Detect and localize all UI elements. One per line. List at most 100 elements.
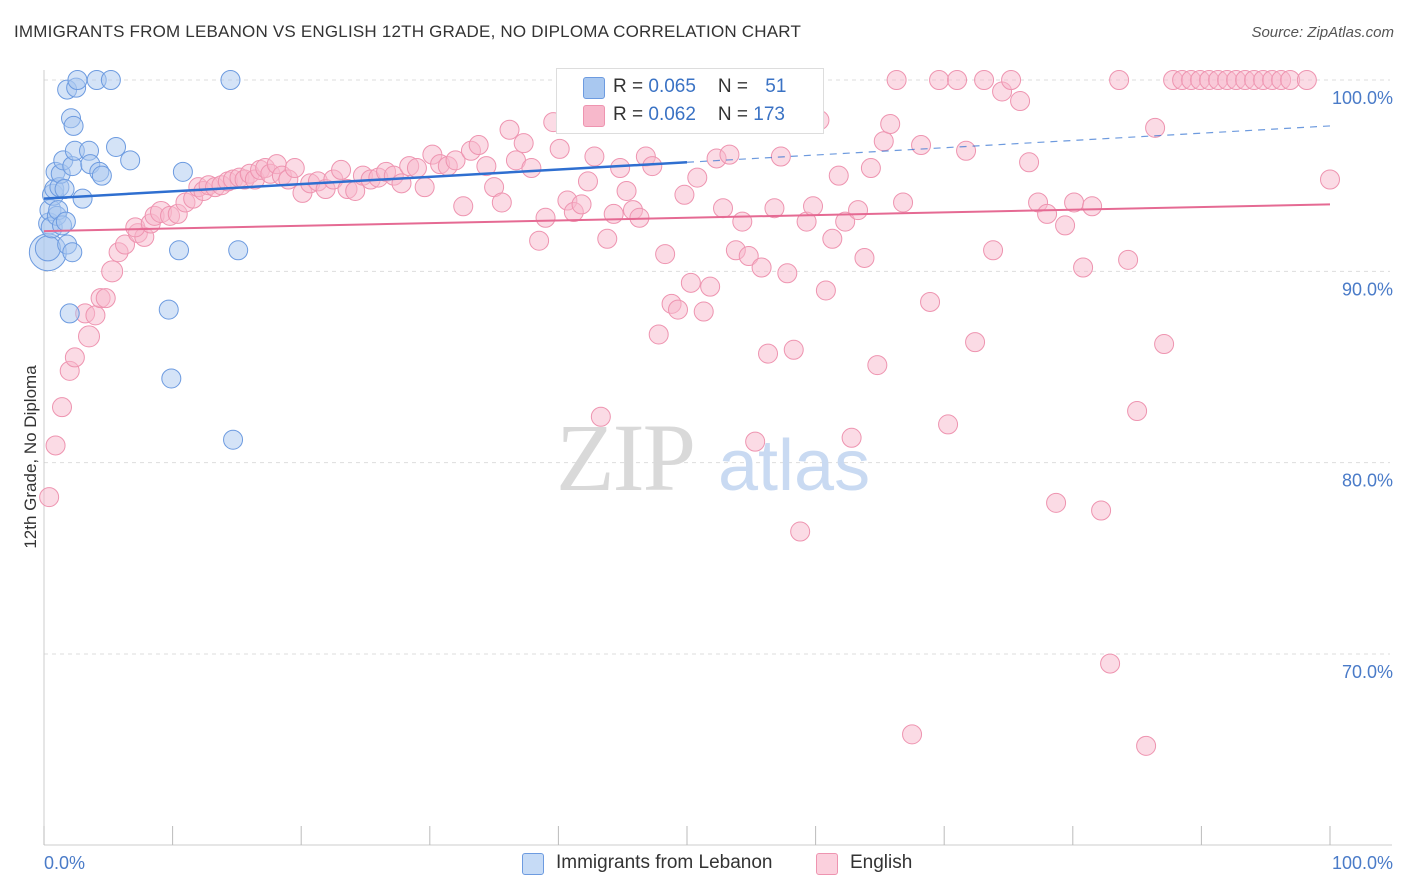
legend-n-value: 51	[765, 76, 787, 97]
english-point	[101, 260, 124, 283]
english-point	[938, 414, 959, 435]
english-point	[732, 211, 753, 232]
english-point	[956, 140, 977, 161]
english-point	[529, 230, 550, 251]
lebanon-point	[161, 368, 182, 389]
english-point	[751, 257, 772, 278]
english-point	[597, 228, 618, 249]
lebanon-point	[91, 165, 112, 186]
english-point	[468, 135, 489, 156]
english-point	[965, 332, 986, 353]
english-point	[648, 324, 669, 345]
lebanon-point	[120, 150, 141, 171]
english-point	[655, 244, 676, 265]
legend-n-label: N =	[717, 76, 754, 97]
english-point	[1100, 653, 1121, 674]
english-point	[867, 355, 888, 376]
english-point	[64, 347, 85, 368]
english-point	[584, 146, 605, 167]
legend-r-label: R =	[613, 76, 649, 97]
english-point	[491, 192, 512, 213]
english-point	[610, 158, 631, 179]
english-point	[115, 234, 136, 255]
english-point	[1073, 257, 1094, 278]
chart-title: IMMIGRANTS FROM LEBANON VS ENGLISH 12TH …	[14, 22, 802, 41]
english-point	[577, 171, 598, 192]
english-point	[974, 70, 995, 90]
english-point	[406, 158, 427, 179]
english-trend-line	[43, 203, 1331, 233]
source-label: Source: ZipAtlas.com	[1251, 24, 1394, 41]
english-point	[790, 521, 811, 542]
legend-r-value: 0.065	[648, 76, 696, 97]
english-point	[1037, 203, 1058, 224]
bottom-legend-swatch-pink	[816, 853, 838, 875]
english-point	[687, 167, 708, 188]
english-point	[1118, 249, 1139, 270]
english-point	[738, 246, 759, 267]
english-point	[535, 207, 556, 228]
english-point	[1010, 91, 1031, 112]
lebanon-point	[55, 211, 76, 232]
english-point	[841, 427, 862, 448]
english-point	[667, 299, 688, 320]
legend-swatch-pink	[583, 105, 605, 127]
lebanon-point	[63, 115, 84, 136]
english-point	[1280, 70, 1301, 90]
english-point	[758, 343, 779, 364]
y-tick-label: 100.0%	[1332, 88, 1393, 108]
english-point	[39, 487, 60, 508]
english-point	[513, 133, 534, 154]
y-tick-label: 80.0%	[1342, 471, 1393, 491]
x-tick-label: 100.0%	[1332, 853, 1393, 873]
y-tick-label: 90.0%	[1342, 279, 1393, 299]
english-point	[947, 70, 968, 90]
english-point	[85, 305, 106, 326]
lebanon-trend-extension	[686, 125, 1331, 163]
english-point	[414, 177, 435, 198]
english-point	[1136, 735, 1157, 756]
english-point	[1001, 70, 1022, 90]
english-point	[693, 301, 714, 322]
english-point	[929, 70, 950, 90]
english-point	[616, 180, 637, 201]
bottom-legend-label: English	[850, 852, 913, 873]
english-point	[815, 280, 836, 301]
legend-n-label: N =	[717, 104, 754, 125]
legend-r-value: 0.062	[648, 104, 696, 125]
english-point	[873, 131, 894, 152]
english-point	[764, 198, 785, 219]
y-axis-label: 12th Grade, No Diploma	[21, 365, 40, 549]
english-point	[284, 158, 305, 179]
lebanon-point	[100, 70, 121, 90]
english-point	[854, 247, 875, 268]
lebanon-point	[34, 235, 61, 262]
english-point	[1320, 169, 1340, 190]
english-point	[902, 724, 923, 745]
english-point	[777, 263, 798, 284]
english-point	[848, 200, 869, 221]
lebanon-point	[220, 70, 241, 90]
english-point	[745, 431, 766, 452]
english-point	[1082, 196, 1103, 217]
english-points	[39, 70, 1340, 756]
trend-lines	[43, 125, 1331, 233]
english-point	[1091, 500, 1112, 521]
english-point	[1145, 117, 1166, 138]
english-point	[1019, 152, 1040, 173]
english-point	[476, 156, 497, 177]
watermark-zip: ZIP	[556, 404, 694, 511]
english-point	[828, 165, 849, 186]
lebanon-point	[54, 179, 75, 200]
lebanon-point	[106, 136, 127, 157]
english-point	[499, 119, 520, 140]
english-point	[1127, 401, 1148, 422]
english-point	[983, 240, 1004, 261]
english-point	[445, 150, 466, 171]
english-point	[453, 196, 474, 217]
x-tick-label: 0.0%	[44, 853, 85, 873]
bottom-legend-swatch-blue	[522, 853, 544, 875]
english-point	[886, 70, 907, 90]
lebanon-point	[72, 188, 93, 209]
